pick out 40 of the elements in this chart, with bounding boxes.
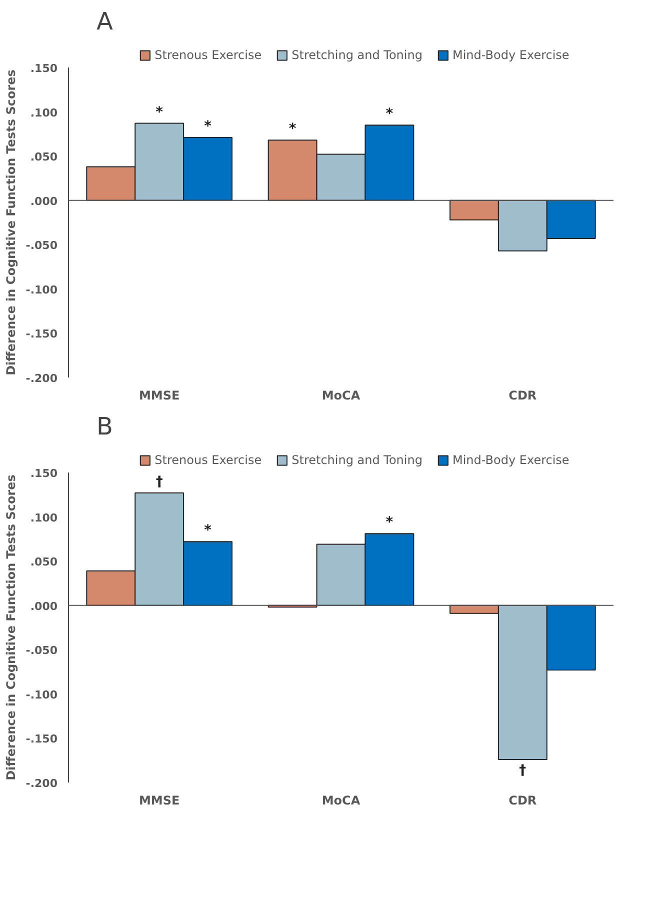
legend-label: Mind-Body Exercise (452, 453, 570, 467)
y-axis-title: Difference in Cognitive Function Tests Scores (4, 70, 18, 376)
y-tick-label: .000 (30, 600, 58, 613)
data-label: * (386, 106, 394, 122)
y-tick-label: -.200 (26, 372, 58, 385)
y-axis-title: Difference in Cognitive Function Tests Scores (4, 474, 18, 780)
x-tick-label: CDR (508, 388, 537, 402)
legend-label: Strenous Exercise (154, 453, 262, 467)
y-tick-label: .050 (30, 150, 58, 164)
y-tick-label: .150 (30, 467, 58, 480)
y-tick-label: -.100 (26, 688, 58, 702)
data-label: † (519, 762, 526, 778)
x-tick-label: CDR (508, 794, 537, 808)
legend-label: Stretching and Toning (292, 48, 422, 62)
legend-label: Mind-Body Exercise (452, 48, 570, 62)
legend-label: Strenous Exercise (154, 48, 262, 62)
x-tick-label: MMSE (138, 794, 180, 808)
data-label: * (204, 118, 212, 134)
y-tick-label: -.050 (26, 239, 58, 252)
y-tick-label: -.150 (26, 328, 58, 341)
data-label: * (204, 522, 212, 539)
x-tick-label: MoCA (322, 794, 361, 808)
y-tick-label: .150 (30, 62, 58, 75)
y-tick-label: -.200 (26, 777, 58, 790)
y-tick-label: -.150 (26, 732, 58, 746)
y-tick-label: -.100 (26, 283, 58, 296)
x-tick-label: MoCA (322, 388, 361, 402)
chart-title: A (96, 8, 114, 36)
data-label: * (288, 121, 297, 138)
y-tick-label: -.050 (26, 644, 58, 658)
y-tick-label: .050 (30, 556, 58, 569)
x-tick-label: MMSE (138, 388, 180, 402)
y-tick-label: .100 (30, 511, 58, 524)
data-label: * (386, 514, 394, 531)
y-tick-label: .100 (30, 106, 58, 120)
data-label: † (156, 474, 163, 490)
data-label: * (156, 104, 164, 120)
chart-title: B (96, 412, 113, 440)
legend-label: Stretching and Toning (292, 453, 422, 467)
y-tick-label: .000 (30, 194, 58, 208)
